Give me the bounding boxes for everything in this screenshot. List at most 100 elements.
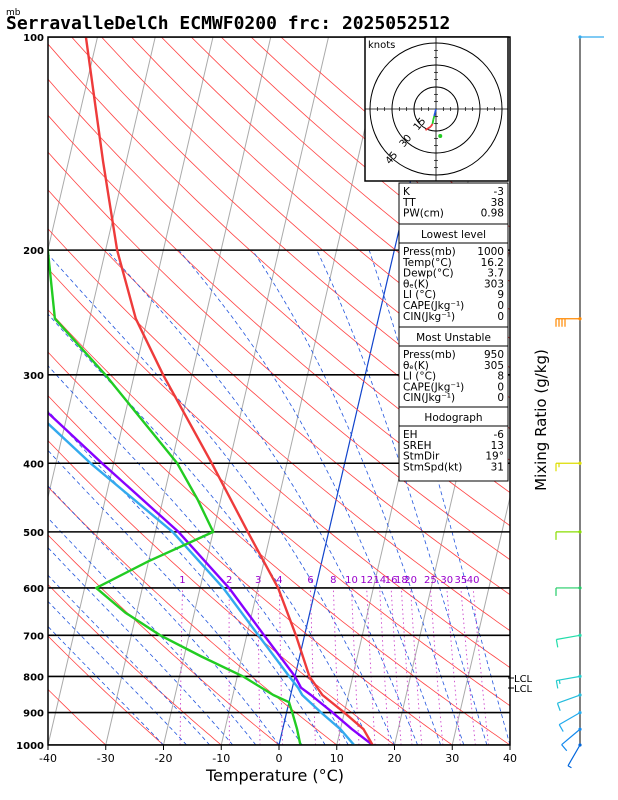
index-panels: K -3 TT 38 PW(cm) 0.98 Lowest level Press(mb) 10…: [398, 182, 509, 482]
y-tick-label: 700: [23, 631, 44, 642]
panel-value: 13: [491, 440, 504, 452]
isotherm-line: [48, 37, 156, 500]
panel-key: Dewp(°C): [403, 268, 454, 280]
mixing-ratio-label: 3: [255, 575, 261, 586]
mixing-ratio-label: 25: [424, 575, 437, 586]
dry-adiabat: [48, 151, 510, 561]
dry-adiabat: [48, 189, 510, 596]
panel-value: 303: [484, 278, 504, 290]
x-tick-label: -10: [212, 752, 230, 765]
isotherm-line: [48, 37, 214, 745]
panel-key: StmDir: [403, 451, 440, 463]
panel-key: SREH: [403, 440, 432, 452]
panel-key: Press(mb): [403, 246, 456, 258]
y-tick-label: 500: [23, 528, 44, 539]
most-unstable-panel: [398, 326, 509, 408]
panel-key: Press(mb): [403, 349, 456, 361]
dry-adiabat: [48, 395, 453, 745]
mixing-ratio-line: [390, 587, 402, 745]
panel-value: 950: [484, 349, 504, 361]
moist-adiabat: [48, 574, 210, 745]
x-tick-label: 10: [330, 752, 344, 765]
lcl-label-2: LCL: [514, 684, 533, 695]
x-tick-label: 30: [445, 752, 459, 765]
y-tick-label: 400: [23, 459, 44, 470]
isotherm-line: [451, 494, 510, 745]
moist-adiabat: [48, 253, 395, 745]
mixing-ratio-line: [460, 587, 476, 745]
isobar-lines: [48, 37, 510, 745]
dry-adiabat: [48, 534, 280, 745]
panel-key: TT: [402, 197, 416, 209]
panel-key: CIN(Jkg⁻¹): [403, 311, 455, 323]
pressure-axis: 100 200 300 400 500 600 700 800 900 1000: [16, 33, 44, 752]
mixing-ratio-label: 16: [385, 575, 398, 586]
wind-profile: [555, 35, 604, 769]
mixing-ratio-label: 1: [179, 575, 185, 586]
mixing-ratio-line: [446, 587, 461, 745]
panel-value: 0.98: [481, 208, 504, 220]
x-tick-label: 20: [388, 752, 402, 765]
mixing-ratio-line: [310, 587, 316, 745]
mixing-ratio-label: 8: [330, 575, 336, 586]
mixing-ratio-label: 40: [467, 575, 480, 586]
wind-barb-half-flag: [567, 765, 572, 769]
moist-adiabat: [48, 547, 234, 745]
hodograph-trace: [429, 123, 434, 128]
y-tick-label: 200: [23, 246, 44, 257]
x-tick-label: -30: [97, 752, 115, 765]
panel-value: 19°: [485, 451, 504, 463]
y-tick-label: 300: [23, 371, 44, 382]
hodograph-panel: [398, 406, 509, 482]
y-tick-label: 600: [23, 584, 44, 595]
panel-key: CIN(Jkg⁻¹): [403, 392, 455, 404]
dry-adiabat: [48, 351, 510, 745]
panel-value: 0: [497, 311, 504, 323]
hodograph-unit: knots: [368, 40, 395, 51]
parcel-line: [48, 411, 374, 745]
panel-key: EH: [403, 429, 418, 441]
lcl-label-1: LCL: [514, 674, 533, 685]
wind-barb-staff: [556, 634, 581, 641]
sounding-profiles: [48, 37, 374, 745]
temperature-axis: -40 -30 -20 -10 0 10 20 30 40: [39, 745, 517, 765]
hodograph-panel-title: Hodograph: [424, 412, 482, 424]
wind-barb-staff: [556, 675, 581, 682]
wind-barb-staff: [567, 744, 581, 767]
wind-barb-flag: [555, 639, 559, 648]
mixing-ratio-label: 6: [307, 575, 313, 586]
hodograph-trace: [433, 112, 436, 117]
isotherm-line: [509, 742, 510, 745]
isotherm-line: [105, 37, 272, 745]
wind-barb-staff: [557, 694, 581, 704]
mixing-ratio-line: [400, 587, 413, 745]
hodograph-trace: [424, 125, 432, 131]
wind-barb-flag: [555, 680, 559, 689]
mixing-ratio-label: 14: [373, 575, 386, 586]
panel-key: Temp(°C): [402, 257, 452, 269]
mixing-ratio-line: [410, 587, 423, 745]
mixing-ratio-line: [332, 587, 341, 745]
wind-barb-flag: [561, 744, 568, 752]
dry-adiabat: [48, 43, 510, 461]
y-tick-label: 1000: [16, 741, 44, 752]
wind-barb-half-flag: [558, 679, 561, 685]
panel-key: PW(cm): [403, 208, 444, 220]
most-unstable-panel-title: Most Unstable: [416, 332, 491, 344]
dry-adiabat: [48, 635, 164, 745]
mixing-ratio-label: 30: [440, 575, 453, 586]
x-tick-label: 0: [276, 752, 283, 765]
mixing-ratio-label: 18: [395, 575, 408, 586]
x-axis-label: Temperature (°C): [205, 766, 344, 785]
mixing-ratio-line: [257, 587, 261, 745]
panel-key: K: [403, 186, 411, 198]
ascent-line: [48, 421, 356, 745]
panel-key: LI (°C): [403, 371, 436, 383]
panel-key: StmSpd(kt): [403, 461, 462, 473]
moist-adiabat: [48, 313, 372, 745]
moist-adiabat: [106, 249, 418, 745]
panel-value: 31: [491, 461, 504, 473]
